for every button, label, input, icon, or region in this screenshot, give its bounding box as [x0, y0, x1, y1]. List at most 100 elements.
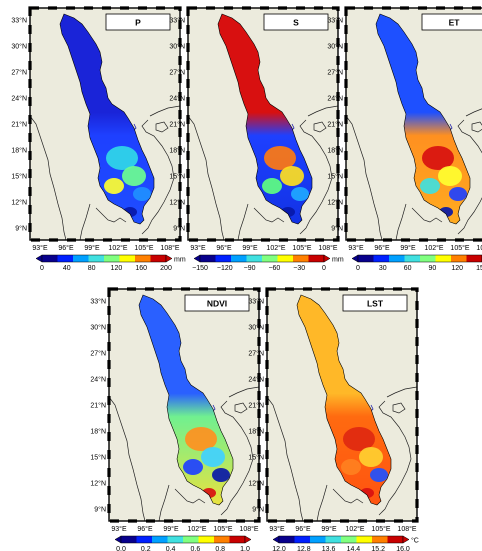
colorbar-label: 90	[429, 265, 437, 272]
colorbar-segment	[137, 536, 153, 543]
x-tick-label: 93°E	[111, 525, 127, 533]
y-tick-label: 30°N	[11, 43, 27, 51]
colorbar-label: 12.8	[297, 546, 311, 551]
map-svg: LST33°N30°N27°N24°N21°N18°N15°N12°N9°N93…	[243, 283, 421, 551]
field-patch	[104, 178, 124, 194]
x-tick-label: 93°E	[348, 244, 364, 252]
y-tick-label: 24°N	[11, 95, 27, 103]
y-tick-label: 12°N	[248, 480, 264, 488]
field-patch	[183, 459, 203, 475]
colorbar-segment	[293, 255, 309, 262]
panel-title: S	[293, 18, 299, 28]
x-tick-label: 96°E	[58, 244, 74, 252]
field-patch	[370, 468, 388, 482]
colorbar-label: 150	[476, 265, 482, 272]
x-tick-label: 93°E	[269, 525, 285, 533]
y-tick-label: 18°N	[169, 147, 185, 155]
colorbar-label: 12.0	[272, 546, 286, 551]
y-tick-label: 15°N	[248, 454, 264, 462]
y-tick-label: 12°N	[11, 199, 27, 207]
y-tick-label: 15°N	[90, 454, 106, 462]
colorbar-label: 16.0	[396, 546, 410, 551]
colorbar-label: −30	[293, 265, 305, 272]
colorbar-segment	[279, 536, 295, 543]
colorbar-label: 160	[135, 265, 147, 272]
y-tick-label: 12°N	[169, 199, 185, 207]
y-tick-label: 27°N	[11, 69, 27, 77]
colorbar-label: 14.4	[347, 546, 361, 551]
y-tick-label: 9°N	[331, 225, 343, 233]
x-tick-label: 96°E	[137, 525, 153, 533]
x-tick-label: 105°E	[292, 244, 311, 252]
field-patch	[133, 187, 151, 201]
colorbar-segment	[89, 255, 105, 262]
colorbar-segment	[405, 255, 421, 262]
colorbar: 0306090120150mm	[352, 255, 482, 272]
x-tick-label: 105°E	[450, 244, 469, 252]
colorbar-label: 0.0	[116, 546, 126, 551]
colorbar-label: 15.2	[371, 546, 385, 551]
colorbar-segment	[295, 536, 311, 543]
colorbar-segment	[42, 255, 58, 262]
colorbar-segment	[73, 255, 89, 262]
colorbar-segment	[420, 255, 436, 262]
y-tick-label: 12°N	[90, 480, 106, 488]
colorbar-label: 60	[404, 265, 412, 272]
y-tick-label: 24°N	[248, 376, 264, 384]
colorbar-segment	[436, 255, 452, 262]
y-tick-label: 21°N	[248, 402, 264, 410]
colorbar-segment	[372, 536, 388, 543]
colorbar-segment	[231, 255, 247, 262]
colorbar-segment	[168, 536, 184, 543]
colorbar-max-arrow	[403, 536, 409, 543]
field-patch	[262, 178, 282, 194]
colorbar-segment	[451, 255, 467, 262]
y-tick-label: 27°N	[90, 350, 106, 358]
colorbar-segment	[135, 255, 151, 262]
y-tick-label: 9°N	[252, 506, 264, 514]
colorbar-segment	[214, 536, 230, 543]
x-tick-label: 99°E	[163, 525, 179, 533]
field-patch	[122, 166, 146, 186]
colorbar-segment	[58, 255, 74, 262]
colorbar-label: −90	[244, 265, 256, 272]
x-tick-label: 108°E	[476, 244, 482, 252]
colorbar-segment	[104, 255, 120, 262]
colorbar-label: 120	[111, 265, 123, 272]
colorbar-label: 0.4	[166, 546, 176, 551]
x-tick-label: 105°E	[213, 525, 232, 533]
y-tick-label: 30°N	[248, 324, 264, 332]
colorbar-label: 0.6	[191, 546, 201, 551]
colorbar-segment	[200, 255, 216, 262]
y-tick-label: 9°N	[94, 506, 106, 514]
x-tick-label: 99°E	[321, 525, 337, 533]
colorbar-label: 80	[88, 265, 96, 272]
map-svg: P33°N30°N27°N24°N21°N18°N15°N12°N9°N93°E…	[6, 2, 184, 270]
colorbar-label: 0	[356, 265, 360, 272]
x-tick-label: 93°E	[32, 244, 48, 252]
colorbar-segment	[121, 536, 137, 543]
field-patch	[449, 187, 467, 201]
colorbar-label: 30	[379, 265, 387, 272]
panel-title: P	[135, 18, 141, 28]
colorbar-segment	[247, 255, 263, 262]
y-tick-label: 21°N	[169, 121, 185, 129]
colorbar-segment	[467, 255, 482, 262]
y-tick-label: 15°N	[327, 173, 343, 181]
colorbar-segment	[388, 536, 404, 543]
y-tick-label: 33°N	[169, 17, 185, 25]
x-tick-label: 96°E	[374, 244, 390, 252]
x-tick-label: 102°E	[424, 244, 443, 252]
colorbar-segment	[341, 536, 357, 543]
colorbar-min-arrow	[115, 536, 121, 543]
y-tick-label: 15°N	[11, 173, 27, 181]
colorbar-label: −120	[217, 265, 233, 272]
colorbar-segment	[199, 536, 215, 543]
panel-title: ET	[449, 18, 461, 28]
x-tick-label: 102°E	[266, 244, 285, 252]
colorbar-segment	[183, 536, 199, 543]
colorbar-min-arrow	[352, 255, 358, 262]
